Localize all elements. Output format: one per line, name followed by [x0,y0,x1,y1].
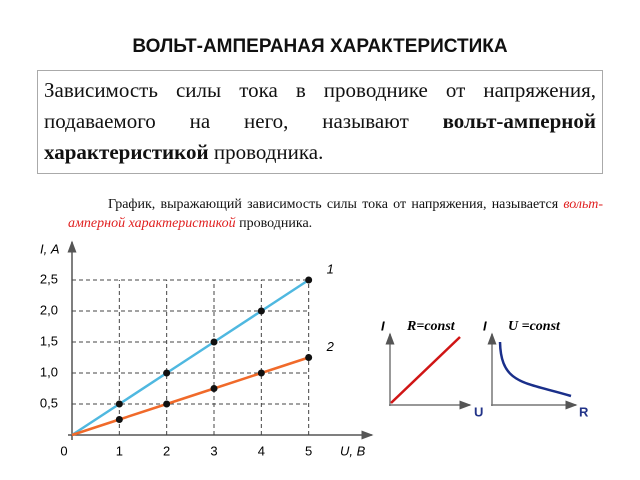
x-tick-label: 3 [210,443,217,458]
caption-end: проводника. [235,216,313,231]
caption-term: вольт-амперной характеристикой [68,197,603,231]
x-tick-label: 4 [258,443,265,458]
data-point [163,400,171,408]
definition-text: Зависимость силы тока в проводнике от на… [44,78,596,133]
inset-curve [498,341,572,398]
series-line [71,278,310,437]
x-tick-label: 1 [116,443,123,458]
y-tick-label: 2,0 [40,302,58,317]
y-axis-label: I, А [40,241,60,256]
series-line [71,356,310,437]
series-label: 2 [326,339,335,354]
caption: График, выражающий зависимость силы тока… [68,195,603,233]
inset-y-label: I [483,318,487,333]
definition-end: проводника. [208,140,324,164]
data-point [257,307,265,315]
data-point [115,416,123,423]
definition-term: вольт-амперной характеристикой [44,109,596,164]
caption-text: График, выражающий зависимость силы тока… [108,197,564,212]
data-point [305,354,313,361]
data-point [210,338,218,346]
definition: Зависимость силы тока в проводнике от на… [37,70,603,174]
y-tick-label: 1,0 [40,364,58,379]
series-label: 1 [327,261,334,276]
inset-note: U =const [508,319,561,334]
x-axis-label: U, В [340,443,366,458]
data-point [257,369,265,377]
title: ВОЛЬТ-АМПЕРАНАЯ ХАРАКТЕРИСТИКА [132,36,508,57]
inset-x-label: R [579,404,589,419]
data-point [210,385,218,392]
data-point [163,369,171,377]
y-tick-label: 0,5 [40,395,58,410]
inset-curve [390,336,461,404]
data-point [115,400,123,408]
inset-note: R=const [406,319,456,334]
y-tick-label: 1,5 [40,333,58,348]
x-tick-label: 0 [60,443,67,458]
data-point [305,276,313,284]
x-tick-label: 2 [163,443,170,458]
y-tick-label: 2,5 [40,271,58,286]
inset-y-label: I [381,318,385,333]
inset-x-label: U [474,404,483,419]
x-tick-label: 5 [305,443,312,458]
